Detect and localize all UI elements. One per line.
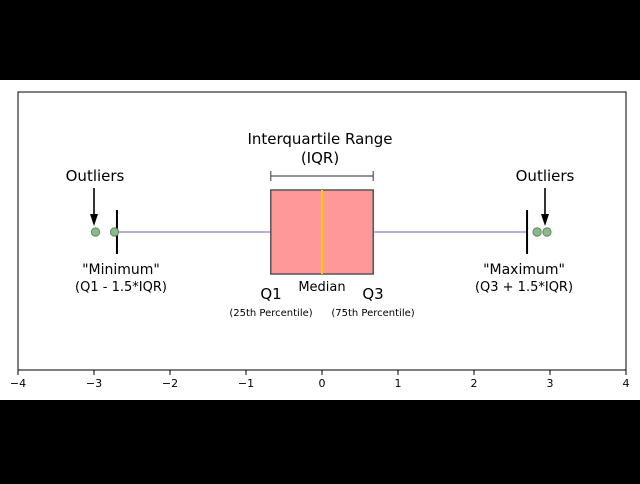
x-tick-label: 0 [319,377,326,390]
x-tick-label: 1 [395,377,402,390]
median-label: Median [298,280,345,295]
outlier-point-4 [542,227,552,237]
outliers-label-left: Outliers [66,167,125,185]
maximum-formula: (Q3 + 1.5*IQR) [475,280,573,295]
outlier-points [90,227,552,237]
q3-subtitle: (75th Percentile) [331,308,414,319]
iqr-title: Interquartile Range [247,130,392,148]
q1-label: Q1 [260,285,281,303]
x-tick-label: −3 [86,377,102,390]
outlier-arrowhead-right [541,214,549,226]
outlier-arrowhead-left [90,214,98,226]
outlier-point-1 [90,227,101,237]
x-tick-label: −1 [238,377,254,390]
x-tick-label: 2 [471,377,478,390]
q3-label: Q3 [362,285,383,303]
outlier-point-3 [532,227,542,237]
outliers-label-right: Outliers [516,167,575,185]
maximum-label: "Maximum" [483,262,565,278]
q1-subtitle: (25th Percentile) [229,308,312,319]
x-tick-label: 3 [547,377,554,390]
outlier-point-2 [109,227,120,237]
x-tick-label: −2 [162,377,178,390]
minimum-formula: (Q1 - 1.5*IQR) [75,280,167,295]
minimum-label: "Minimum" [82,262,160,278]
x-tick-label: −4 [10,377,26,390]
iqr-subtitle: (IQR) [301,149,339,167]
x-axis: −4 −3 −2 −1 0 1 2 3 4 [10,370,630,390]
x-tick-label: 4 [623,377,630,390]
iqr-bracket [270,171,374,181]
